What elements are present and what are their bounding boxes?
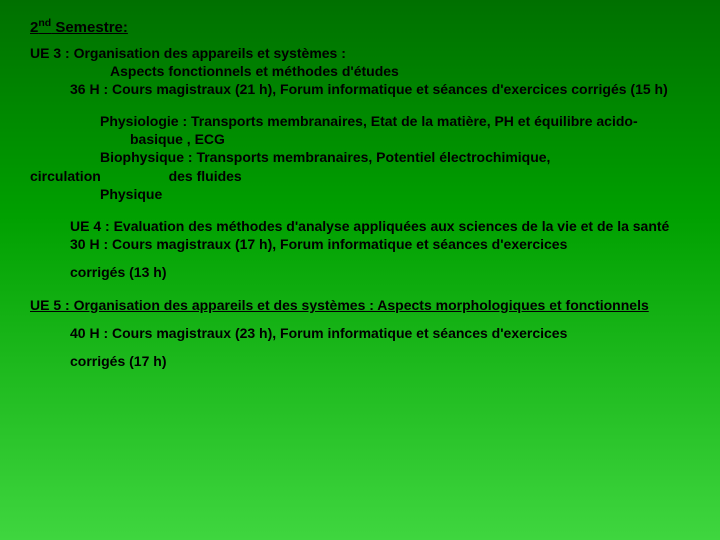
ue5-block: UE 5 : Organisation des appareils et des… <box>30 296 690 371</box>
title-rest: Semestre: <box>51 19 128 36</box>
slide-title: 2nd Semestre: <box>30 18 690 38</box>
ue3-line2: Aspects fonctionnels et méthodes d'étude… <box>30 62 690 80</box>
ue5-line1-text: UE 5 : Organisation des appareils et des… <box>30 297 649 313</box>
physiology-block: Physiologie : Transports membranaires, E… <box>30 112 690 203</box>
ue4-line2: 30 H : Cours magistraux (17 h), Forum in… <box>70 235 690 253</box>
phys-line2a: Biophysique : Transports membranaires, P… <box>30 148 690 166</box>
phys-line2: Biophysique : Transports membranaires, P… <box>30 148 690 184</box>
spacer3 <box>30 314 690 324</box>
phys-line2b-left: circulation <box>30 168 101 184</box>
spacer4 <box>30 342 690 352</box>
ue3-line1: UE 3 : Organisation des appareils et sys… <box>30 44 690 62</box>
spacer2 <box>70 253 690 263</box>
title-sup: nd <box>38 17 51 29</box>
ue4-block: UE 4 : Evaluation des méthodes d'analyse… <box>30 217 690 282</box>
phys-line2b: circulation des fluides <box>30 167 690 185</box>
slide: 2nd Semestre: UE 3 : Organisation des ap… <box>0 0 720 540</box>
ue4-line1: UE 4 : Evaluation des méthodes d'analyse… <box>70 217 690 235</box>
ue5-line1: UE 5 : Organisation des appareils et des… <box>30 296 690 314</box>
phys-line3: Physique <box>30 185 690 203</box>
ue3-line3: 36 H : Cours magistraux (21 h), Forum in… <box>30 80 690 98</box>
phys-line1: Physiologie : Transports membranaires, E… <box>30 112 690 148</box>
phys-line2b-right: des fluides <box>169 168 242 184</box>
ue3-block: UE 3 : Organisation des appareils et sys… <box>30 44 690 99</box>
ue5-line3: corrigés (17 h) <box>30 352 690 370</box>
ue4-line3: corrigés (13 h) <box>70 263 690 281</box>
ue5-line2: 40 H : Cours magistraux (23 h), Forum in… <box>30 324 690 342</box>
